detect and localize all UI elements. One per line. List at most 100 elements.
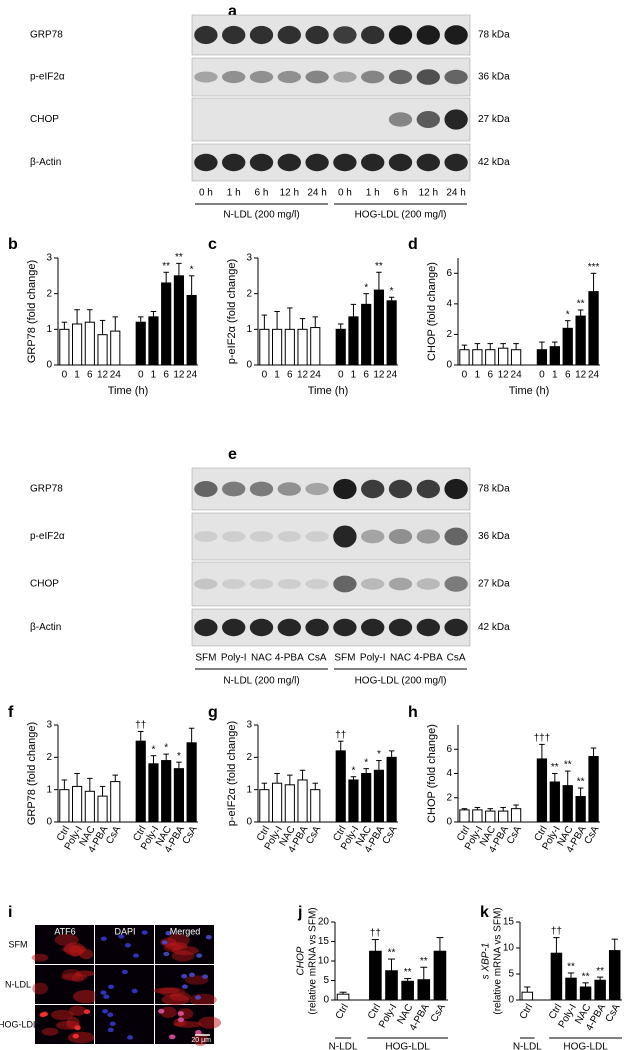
blot-band	[222, 153, 246, 172]
significance-label: **	[582, 971, 590, 982]
nucleus	[181, 984, 188, 989]
panel-letter: i	[8, 904, 12, 921]
significance-label: *	[164, 743, 168, 754]
nucleus	[163, 951, 170, 957]
panel-letter: b	[8, 236, 18, 253]
x-tick-label: 0	[462, 370, 468, 381]
y-axis-label: (relative mRNA vs SFM)	[493, 907, 504, 1014]
significance-label: ***	[588, 262, 600, 273]
x-tick-label: 24	[110, 370, 122, 381]
x-tick-label: 0	[262, 370, 268, 381]
bar	[148, 316, 159, 366]
blot-band	[305, 25, 329, 45]
significance-label: ††	[370, 928, 381, 939]
bar	[348, 779, 359, 823]
blot-band	[249, 481, 274, 497]
y-tick-label: 5	[508, 969, 514, 980]
blot-band	[333, 525, 357, 548]
significance-label: **	[404, 967, 412, 978]
significance-label: **	[577, 299, 585, 310]
nucleus	[141, 930, 148, 935]
bar	[297, 779, 308, 823]
nucleus	[165, 930, 172, 936]
significance-label: **	[567, 962, 575, 973]
group-label: HOG-LDL (200 mg/l)	[355, 676, 447, 687]
y-tick-label: 10	[318, 956, 330, 967]
panel-letter: a	[228, 3, 237, 20]
blot-band	[416, 578, 440, 590]
bar	[594, 979, 606, 1001]
bar	[575, 796, 586, 823]
blot-band	[416, 111, 440, 128]
bar	[336, 993, 350, 1001]
blot-band	[416, 618, 440, 637]
x-tick-label: 12	[498, 370, 510, 381]
bar	[536, 758, 548, 823]
x-tick-label: 24	[310, 370, 322, 381]
blot-row-label: CHOP	[30, 579, 59, 590]
x-tick-label: 12	[575, 370, 587, 381]
blot-kda-label: 36 kDa	[478, 72, 510, 83]
y-tick-label: 0	[446, 360, 452, 371]
y-axis-label: p-eIF2α (fold change)	[226, 721, 238, 826]
blot-band	[333, 478, 357, 500]
y-tick-label: 0	[246, 817, 252, 828]
significance-label: *	[364, 757, 368, 768]
cell-stain	[67, 1031, 95, 1044]
y-tick-label: 3	[46, 253, 52, 264]
y-tick-label: 20	[318, 917, 330, 928]
significance-label: ††	[335, 730, 346, 741]
bar	[386, 756, 397, 823]
blot-band	[416, 69, 440, 85]
x-tick-label: CsA	[429, 1002, 448, 1024]
x-tick-label: 6	[565, 370, 571, 381]
x-tick-label: CsA	[104, 824, 123, 846]
bar	[510, 349, 522, 366]
lane-label: 1 h	[227, 188, 241, 199]
blot-band	[305, 153, 329, 172]
blot-band	[361, 578, 385, 590]
x-tick-label: 12	[173, 370, 185, 381]
bar	[310, 789, 321, 823]
blot-band	[416, 479, 440, 499]
cell-stain	[193, 1032, 208, 1046]
x-tick-label: 12	[297, 370, 309, 381]
y-tick-label: 1	[46, 784, 52, 795]
blot-kda-label: 42 kDa	[478, 157, 510, 168]
blot-band	[416, 153, 440, 172]
blot-band	[194, 531, 218, 542]
group-label: HOG-LDL	[385, 1042, 430, 1050]
bar	[135, 321, 146, 366]
bar	[59, 789, 70, 823]
y-tick-label: 15	[318, 936, 330, 947]
blot-band	[277, 25, 301, 45]
blot-band	[444, 478, 468, 500]
row-label: SFM	[9, 939, 28, 949]
blot-band	[444, 69, 468, 85]
x-tick-label: CsA	[381, 824, 400, 846]
nucleus	[100, 990, 107, 995]
y-axis-label: CHOP (fold change)	[426, 724, 438, 823]
x-tick-label: 24	[186, 370, 198, 381]
bar	[72, 323, 83, 366]
y-tick-label: 0	[246, 360, 252, 371]
blot-band	[333, 153, 357, 172]
x-tick-label: 6	[287, 370, 293, 381]
lane-label: CsA	[447, 653, 466, 664]
bar	[97, 795, 108, 823]
blot-row-label: p-eIF2α	[30, 531, 65, 542]
cell-stain	[198, 1016, 222, 1029]
blot-row-label: GRP78	[30, 30, 63, 41]
group-label: HOG-LDL (200 mg/l)	[355, 210, 447, 221]
nucleus	[131, 988, 138, 994]
blot-band	[388, 25, 413, 45]
bar	[536, 349, 548, 366]
x-tick-label: CsA	[604, 1002, 623, 1024]
y-axis-label: (relative mRNA vs SFM)	[308, 907, 319, 1014]
nucleus	[102, 1009, 109, 1014]
lane-label: 12 h	[280, 188, 299, 199]
x-tick-label: 24	[386, 370, 398, 381]
y-axis-label: GRP78 (fold change)	[26, 722, 38, 825]
nucleus	[161, 940, 168, 945]
